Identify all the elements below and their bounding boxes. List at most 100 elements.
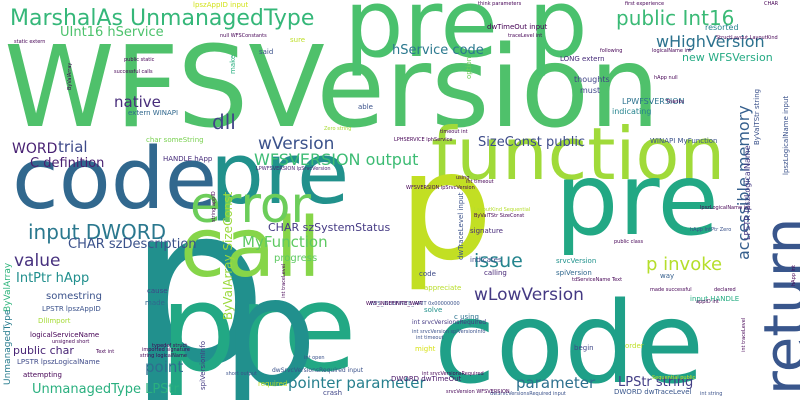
word-pointer-parameter: pointer parameter [288,374,426,392]
word-handle-happ: HANDLE hApp [163,155,213,163]
word-logicalname-int: logicalName int [652,48,692,54]
word-lpstr-lpszappid: LPSTR lpszAppID [42,305,101,313]
word-dwsrvcversionsrequired-2: dwSrvcVersionsRequired input [490,391,566,397]
word-byvaltstr-string: ByValTStr string [753,88,761,145]
word-unmanagedtype: UnmanagedType [3,309,13,385]
word-c-definition: C definition [30,156,105,171]
word-point: point [145,358,184,376]
word-public-int16: public Int16 [616,6,735,30]
word-tracelevel-int: traceLevel int [508,33,543,39]
word-lpszappid-input: lpszAppID input [193,1,249,9]
word-int-string: int string [700,391,723,397]
word-might: might [415,345,436,353]
word-error: error [190,176,312,234]
word-happ-intptr-zero: hApp IntPtr Zero [690,227,732,233]
word-wversion: wVersion [258,134,335,154]
word-return: return [751,217,800,395]
word-trial: trial [58,138,88,156]
word-wfs-indefinite-wait: WFS_INDEFINITE_WAIT [366,301,423,307]
word-winapi-myfunction: WINAPI MyFunction [650,137,718,145]
word-int-timeout: int timeout [416,335,444,341]
word-p-invoke: p invoke [646,254,723,275]
word-begin: begin [574,344,594,352]
word-wfsversion-output: WFSVERSION output [254,150,419,169]
word-pre-p-top: pre p [344,0,588,79]
word-char-szsystemstatus: CHAR szSystemStatus [268,221,391,234]
word-must: must [580,86,601,95]
word-following: following [600,48,623,54]
word-appid-int: appID int [696,299,719,305]
word-lpszlogicalname-input: lpszLogicalName input [782,95,790,175]
word-wfsversion: WFSVersion [4,23,661,153]
word-made-successful: made successful [650,287,692,293]
word-code-bottom: code [434,279,705,400]
word-marshalas: MarshalAs UnmanagedType [10,6,315,31]
word-spiversioninfo: spiVersionInfo [199,340,207,390]
word-somestring: somestring [46,291,102,302]
word-wfs-indefinite-wait-hex: WFS_INDEFINITE_WAIT 0x00000000 [370,301,460,307]
word-int-srvcversion-spiversioninfo: int srvcVersion spiVersionInfo [412,329,486,335]
word-timeout-int: timeout int [440,129,468,135]
word-declared: declared [714,287,736,293]
word-short-output: short output [226,371,257,377]
word-dwtracelevel-input: dwTraceLevel input [457,192,465,260]
word-pre-mid: pre [210,125,350,224]
word-progress: progress [274,253,318,264]
word-int-open: int open [304,355,325,361]
word-imported-signature: imported signature [142,347,190,353]
word-resorted: resorted [705,23,739,32]
word-required: required [258,380,288,388]
word-lpstr-lpszlogicalname: LPSTR lpszLogicalName [17,358,100,366]
word-logicalservicename: logicalServiceName [30,331,100,339]
word-issue: issue [474,250,523,272]
word-dwtimeout-input: dwTimeOut input [487,23,548,31]
word-lphservice: LPHSERVICE lphService [394,137,453,143]
word-thoughts: thoughts [574,75,610,84]
word-int-tracelevel-2: int traceLevel [281,263,287,298]
word-layoutkind-sequential: LayoutKind Sequential [474,207,531,213]
word-input-dword: input DWORD [28,220,167,244]
word-structlayout-layoutkind: StructLayout LayoutKind [716,35,778,41]
word-unsigned-short: unsigned short [52,339,90,345]
word-cause: cause [147,287,168,295]
word-char-szdescription: CHAR szDescription [68,237,197,252]
word-order: order [625,342,644,350]
word-c-using: c using [454,313,479,321]
word-srvcversion: srvcVersion [556,257,597,265]
word-crash: crash [323,389,343,397]
word-native: native [114,93,161,111]
word-parameter: parameter [516,374,596,392]
word-p-right: p [398,120,494,294]
word-int-timeout-2: int timeout [466,179,494,185]
word-string-logicalname: string logicalName [140,353,187,359]
word-myfunction: MyFunction [242,233,328,251]
word-first-experience: first experience [625,1,665,7]
word-way: way [660,272,675,280]
word-sequential-public: Sequential public [652,375,696,381]
word-int-srvcversionsrequired-2: int srvcVersionsRequired [422,371,484,377]
word-indicating: indicating [612,107,652,116]
word-public-static: public static [124,57,155,63]
word-calling: calling [484,269,507,277]
word-able: able [358,103,373,111]
word-lpszlogicalname-int: lpszLogicalName int [700,205,751,211]
word-sure: sure [290,36,306,44]
word-using: using [456,175,470,181]
word-signature: signature [470,227,503,235]
word-int-tracelevel: int traceLevel [741,317,747,352]
word-p-center: p [222,246,318,400]
word-appreciate: appreciate [424,284,462,292]
word-successful-calls: successful calls [114,69,153,75]
word-null-wfsconstants: null WFSConstants [220,33,267,39]
word-tdservicename-text: tdServiceName Text [572,277,623,283]
word-srvcversion-wfsversion: srvcVersion WFSVERSION [446,389,510,395]
word-zero-string: Zero string [324,126,352,132]
word-typedef-struct: typedef struct [152,343,188,349]
word-uint16-hservice: UInt16 hService [60,25,164,40]
word-option: option [465,56,473,79]
word-pre-bottom: pre [160,260,357,399]
word-byvalarray: ByValArray [3,262,13,312]
word-call: call [180,201,321,296]
word-text-int: Text int [96,349,115,355]
word-code-small: code [419,270,436,278]
